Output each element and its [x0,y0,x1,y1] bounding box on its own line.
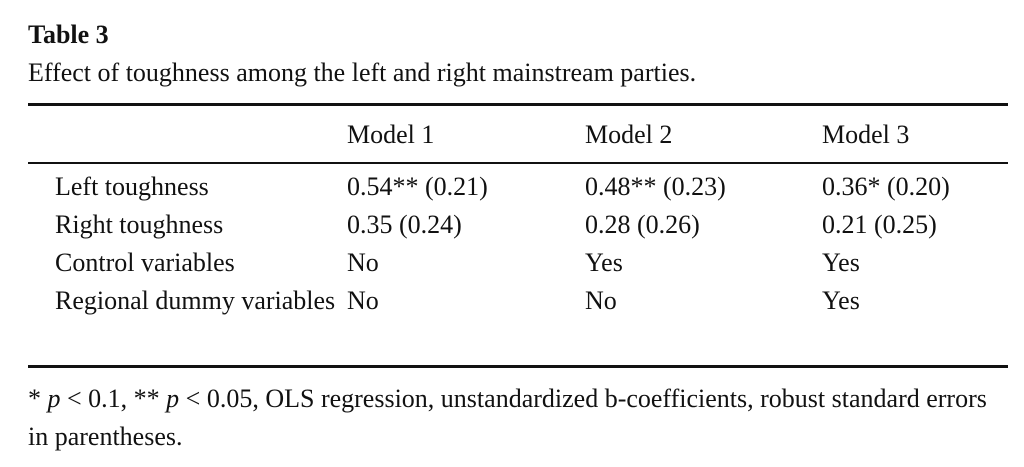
footnote: * p < 0.1, ** p < 0.05, OLS regression, … [28,380,1013,456]
table-cell: 0.35 (0.24) [347,210,462,239]
column-header: Model 2 [585,120,673,149]
table-cell: 0.36* (0.20) [822,172,950,201]
footnote-text: p [47,384,61,413]
table-cell: No [585,286,617,315]
row-label: Control variables [55,248,235,277]
table-cell: Yes [822,286,860,315]
table-cell: No [347,248,379,277]
table-caption: Effect of toughness among the left and r… [28,58,697,87]
footnote-text: < 0.05, OLS regression, unstandardized b… [28,384,987,451]
column-header: Model 3 [822,120,910,149]
footnote-text: p [166,384,180,413]
column-header: Model 1 [347,120,435,149]
table-title: Table 3 [28,20,109,49]
row-label: Left toughness [55,172,209,201]
row-label: Regional dummy variables [55,286,336,315]
table-cell: 0.28 (0.26) [585,210,700,239]
row-label: Right toughness [55,210,224,239]
table-cell: 0.21 (0.25) [822,210,937,239]
table-cell: Yes [585,248,623,277]
table-cell: Yes [822,248,860,277]
header-rule [28,162,1008,164]
table-cell: 0.48** (0.23) [585,172,726,201]
table-cell: 0.54** (0.21) [347,172,488,201]
table-cell: No [347,286,379,315]
footnote-text: * [28,384,48,413]
footnote-text: < 0.1, ** [60,384,167,413]
bottom-rule [28,365,1008,368]
top-rule [28,103,1008,106]
